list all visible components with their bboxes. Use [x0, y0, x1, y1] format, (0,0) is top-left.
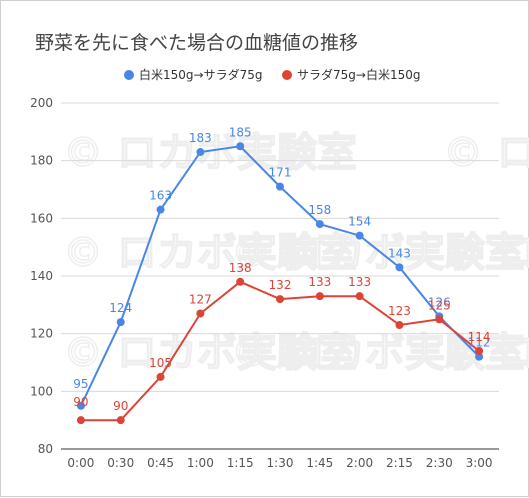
data-point-s2: [76, 416, 85, 425]
legend-label-1: 白米150g→サラダ75g: [139, 67, 262, 82]
data-point-s2: [236, 277, 245, 286]
data-label-s1: 171: [269, 166, 292, 180]
data-label-s2: 133: [348, 275, 371, 289]
data-label-s2: 90: [113, 399, 128, 413]
data-label-s1: 154: [348, 215, 371, 229]
y-tick-label: 180: [30, 154, 53, 168]
data-point-s2: [355, 292, 364, 301]
y-tick-label: 80: [38, 442, 53, 456]
chart-title: 野菜を先に食べた場合の血糖値の推移: [35, 32, 358, 54]
data-point-s2: [395, 321, 404, 330]
data-label-s2: 114: [468, 330, 491, 344]
data-point-s1: [475, 352, 484, 361]
data-label-s1: 112: [468, 336, 491, 350]
data-label-s1: 95: [73, 377, 88, 391]
data-label-s2: 123: [388, 304, 411, 318]
data-label-s2: 90: [73, 395, 88, 409]
data-point-s1: [276, 182, 284, 191]
watermark-text: © ロカボ実験室: [63, 330, 357, 376]
data-point-s1: [196, 148, 205, 157]
watermark-text: © ロカボ実験室: [63, 130, 357, 176]
y-tick-label: 200: [30, 96, 53, 110]
data-label-s2: 132: [269, 278, 292, 292]
data-label-s2: 125: [428, 298, 451, 312]
series-layer: [76, 142, 484, 425]
data-point-s2: [156, 372, 165, 381]
data-point-s1: [156, 205, 165, 214]
data-point-s2: [435, 315, 444, 324]
data-label-s2: 105: [149, 356, 172, 370]
x-tick-label: 1:00: [187, 456, 214, 470]
x-tick-label: 2:00: [346, 456, 373, 470]
data-label-s1: 124: [109, 301, 132, 315]
data-point-s1: [315, 220, 324, 229]
data-point-s2: [116, 416, 125, 425]
data-point-s1: [236, 142, 245, 151]
data-label-s1: 158: [308, 203, 331, 217]
x-tick-label: 0:45: [147, 456, 174, 470]
x-tick-label: 0:00: [67, 456, 94, 470]
y-tick-label: 100: [30, 384, 53, 398]
data-label-s2: 127: [189, 292, 212, 306]
x-tick-label: 1:45: [306, 456, 333, 470]
data-point-s2: [315, 292, 324, 301]
y-tick-label: 120: [30, 327, 53, 341]
y-axis: 80 100 120 140 160 180 200: [30, 96, 53, 456]
data-point-s2: [196, 309, 205, 318]
data-label-layer: 95 124 163 183 185 171 158 154 143 126 112 90 90 105 1…: [73, 125, 490, 413]
watermark-text: © ロカボ実験室: [443, 330, 529, 376]
legend-marker-2: [282, 70, 292, 80]
x-tick-label: 0:30: [107, 456, 134, 470]
data-label-s2: 138: [229, 261, 252, 275]
data-label-s1: 185: [229, 125, 252, 139]
watermark-text: © ロカボ実験室: [443, 130, 529, 176]
data-point-s1: [116, 318, 125, 327]
x-tick-label: 2:30: [426, 456, 453, 470]
data-label-s1: 126: [428, 295, 451, 309]
legend: 白米150g→サラダ75g サラダ75g→白米150g: [124, 67, 420, 82]
data-label-s1: 163: [149, 189, 172, 203]
x-tick-label: 3:00: [466, 456, 493, 470]
data-point-s1: [395, 263, 404, 272]
x-axis: 0:00 0:30 0:45 1:00 1:15 1:30 1:45 2:00 2:15 2:30…: [67, 456, 492, 470]
legend-label-2: サラダ75g→白米150g: [297, 67, 420, 82]
data-point-s1: [76, 401, 85, 410]
data-point-s2: [475, 346, 484, 355]
y-tick-label: 140: [30, 269, 53, 283]
data-point-s2: [276, 295, 284, 304]
gridlines: [61, 102, 499, 450]
y-tick-label: 160: [30, 211, 53, 225]
watermark-text: © ロカボ実験室: [63, 230, 357, 276]
watermark-layer: © ロカボ実験室© ロカボ実験室© ロカボ実験室© ロカボ実験室© ロカボ実験室…: [62, 129, 529, 376]
watermark-text: © ロカボ実験室: [231, 230, 525, 276]
legend-marker-1: [124, 70, 134, 80]
data-label-s2: 133: [308, 275, 331, 289]
data-label-s1: 143: [388, 246, 411, 260]
data-label-s1: 183: [189, 131, 212, 145]
watermark-text: © ロカボ実験室: [443, 230, 529, 276]
x-tick-label: 1:15: [227, 456, 254, 470]
data-point-s1: [355, 231, 364, 240]
x-tick-label: 1:30: [267, 456, 294, 470]
x-tick-label: 2:15: [386, 456, 413, 470]
